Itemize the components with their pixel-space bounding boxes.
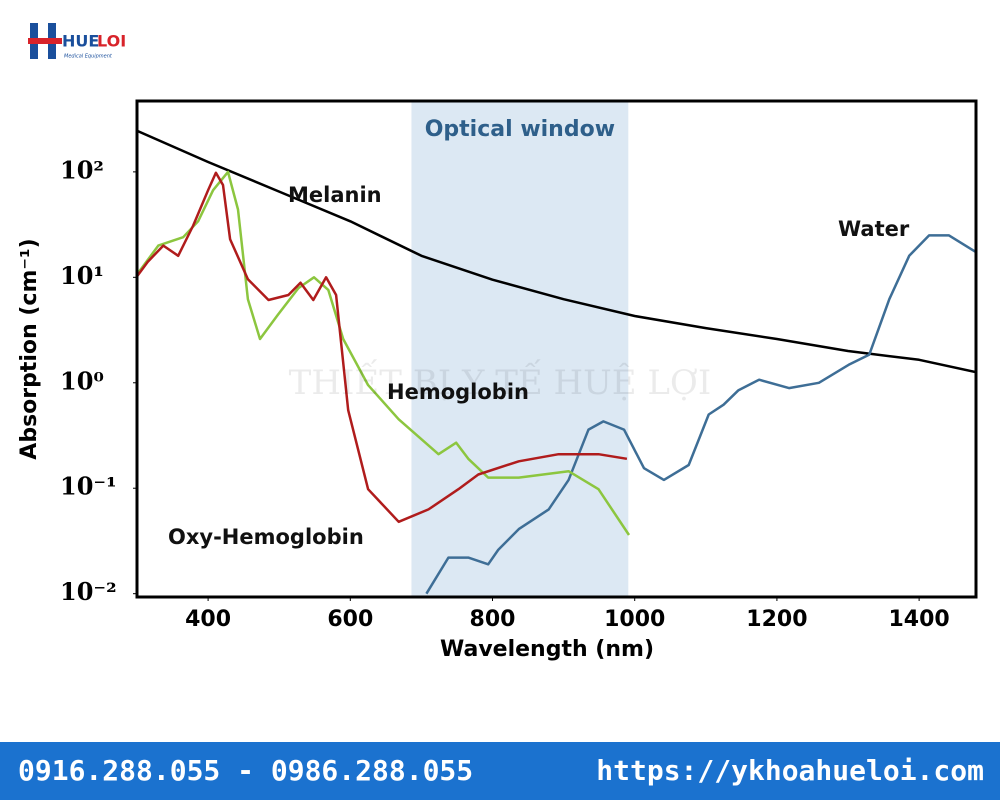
y-tick-label: 10² [60, 155, 104, 184]
optical-window [411, 101, 629, 597]
series-line [137, 129, 976, 374]
logo-text: LOI [97, 32, 126, 51]
series-label: Oxy-Hemoglobin [168, 525, 364, 549]
x-tick-label: 800 [470, 607, 516, 632]
y-tick-label: 10⁻² [60, 577, 117, 606]
watermark: THIẾT BỊ Y TẾ HUỆ LỢI [289, 359, 712, 403]
logo-tagline: Medical Equipment [64, 54, 113, 60]
series-label: Melanin [288, 183, 382, 207]
x-tick-label: 400 [185, 607, 231, 632]
x-tick-label: 1400 [889, 607, 950, 632]
logo-text: HUE [62, 32, 99, 51]
series-line [137, 171, 628, 524]
footer-bar [0, 742, 1000, 800]
series-label: Hemoglobin [387, 380, 529, 404]
logo-cross [28, 38, 62, 44]
x-tick-label: 1200 [746, 607, 807, 632]
x-axis-title: Wavelength (nm) [440, 637, 654, 662]
x-tick-label: 600 [327, 607, 373, 632]
logo: HUE LOI Medical Equipment [28, 23, 126, 60]
series-line [425, 234, 976, 595]
y-tick-label: 10⁻¹ [60, 472, 117, 501]
y-axis-title: Absorption (cm⁻¹) [17, 238, 42, 459]
y-tick-label: 10¹ [60, 261, 104, 290]
footer-url[interactable]: https://ykhoahueloi.com [596, 754, 984, 787]
plot: Optical window [133, 101, 976, 601]
plot-frame [135, 99, 978, 599]
series-group [137, 129, 976, 595]
footer-phone: 0916.288.055 - 0986.288.055 [18, 754, 473, 787]
series-label: Water [838, 217, 910, 241]
y-tick-label: 10⁰ [60, 366, 104, 395]
x-tick-label: 1000 [604, 607, 665, 632]
optical-window-label: Optical window [425, 117, 615, 142]
